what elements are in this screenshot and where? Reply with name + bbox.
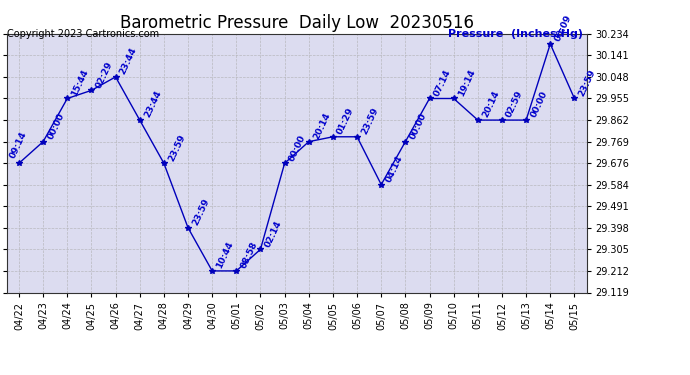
Text: 02:14: 02:14 — [264, 219, 284, 249]
Text: 04:14: 04:14 — [384, 154, 404, 184]
Text: 07:14: 07:14 — [433, 68, 453, 98]
Text: 00:09: 00:09 — [553, 13, 573, 43]
Text: 15:44: 15:44 — [70, 68, 90, 98]
Text: 23:59: 23:59 — [578, 68, 598, 98]
Text: Copyright 2023 Cartronics.com: Copyright 2023 Cartronics.com — [7, 29, 159, 39]
Text: 02:29: 02:29 — [95, 60, 115, 90]
Text: 00:00: 00:00 — [46, 112, 66, 141]
Text: 00:00: 00:00 — [408, 112, 428, 141]
Title: Barometric Pressure  Daily Low  20230516: Barometric Pressure Daily Low 20230516 — [119, 14, 474, 32]
Text: 20:14: 20:14 — [481, 90, 501, 119]
Text: 19:14: 19:14 — [457, 68, 477, 98]
Text: 23:59: 23:59 — [167, 133, 187, 162]
Text: 00:00: 00:00 — [529, 90, 549, 119]
Text: 23:59: 23:59 — [191, 197, 211, 227]
Text: 10:44: 10:44 — [215, 240, 235, 270]
Text: 02:59: 02:59 — [505, 90, 525, 119]
Text: 23:44: 23:44 — [143, 89, 163, 119]
Text: 23:59: 23:59 — [360, 106, 380, 136]
Text: 01:29: 01:29 — [336, 106, 356, 136]
Text: 08:58: 08:58 — [239, 240, 259, 270]
Text: Pressure  (Inches/Hg): Pressure (Inches/Hg) — [448, 29, 583, 39]
Text: 09:14: 09:14 — [8, 130, 28, 160]
Text: 23:44: 23:44 — [119, 46, 139, 76]
Text: 20:14: 20:14 — [312, 111, 332, 141]
Text: 00:00: 00:00 — [288, 133, 308, 162]
